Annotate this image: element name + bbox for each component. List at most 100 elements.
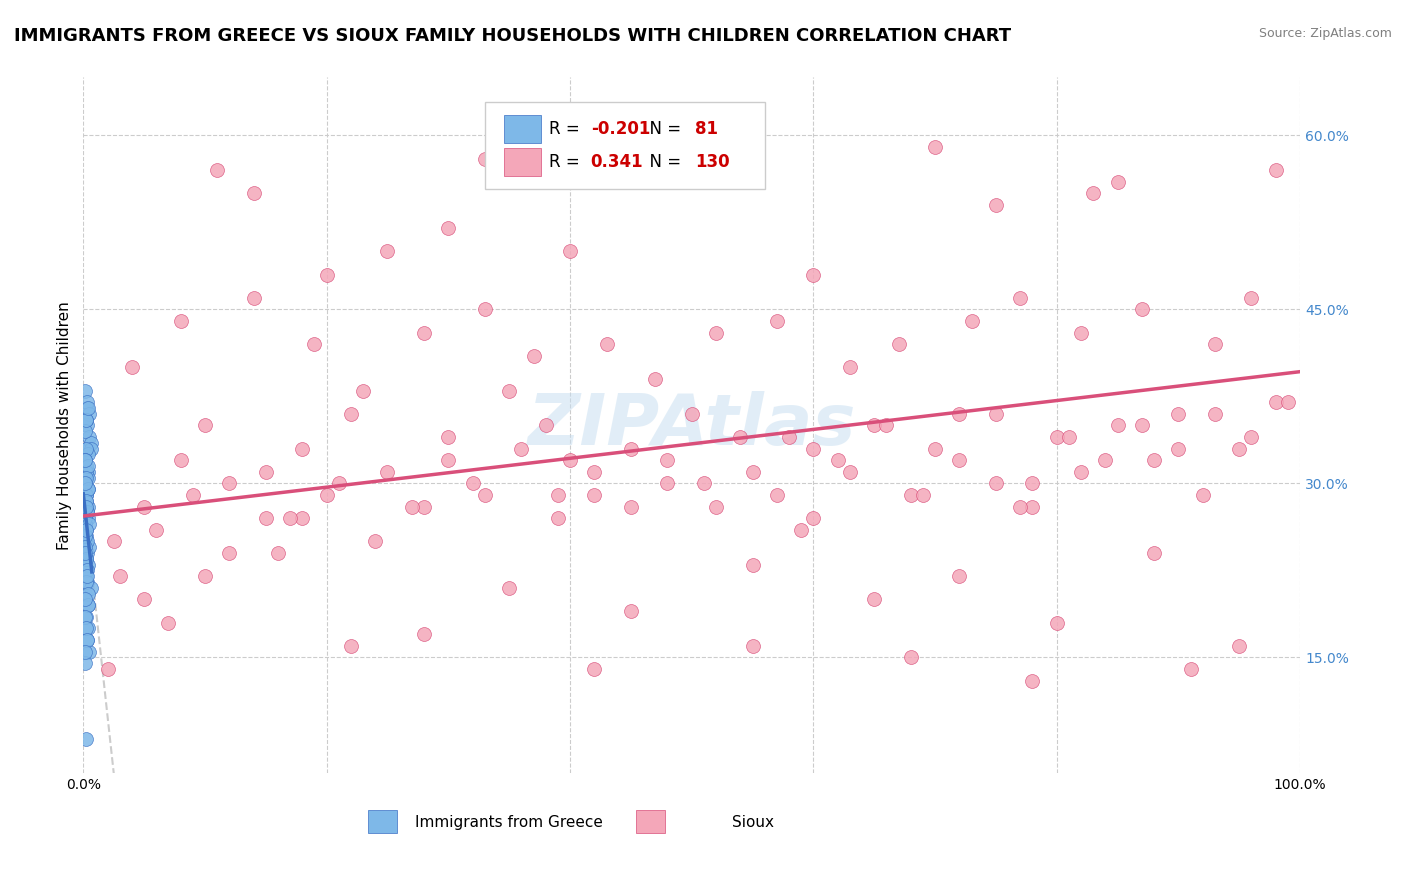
Point [79,581,101,595]
Point [218,476,240,491]
Point [242,291,264,305]
Point [1264,395,1286,409]
Point [79,644,101,658]
Point [75,453,97,467]
Point [267,546,290,560]
Point [76,598,98,612]
Point [863,592,886,607]
Point [134,592,156,607]
Point [558,244,581,259]
Point [76,505,98,519]
Point [863,418,886,433]
Point [77,621,100,635]
FancyBboxPatch shape [505,148,541,176]
Point [73,586,96,600]
Point [827,453,849,467]
Point [887,337,910,351]
Point [205,163,228,178]
Point [583,465,606,479]
Point [76,569,98,583]
Point [75,534,97,549]
Text: N =: N = [640,120,686,138]
Point [77,558,100,572]
Point [1094,453,1116,467]
Text: R =: R = [550,153,585,170]
Point [79,435,101,450]
Point [741,558,763,572]
Point [875,418,897,433]
Point [364,534,387,549]
Point [194,418,217,433]
Point [103,534,125,549]
Point [1227,442,1250,456]
Point [1167,442,1189,456]
Point [75,488,97,502]
Point [77,511,100,525]
Point [75,500,97,514]
Point [75,528,97,542]
Point [73,476,96,491]
Point [657,476,679,491]
Point [778,430,800,444]
Point [498,384,520,398]
Point [75,551,97,566]
Point [558,453,581,467]
Point [1070,465,1092,479]
Point [291,511,314,525]
Point [522,349,544,363]
Point [254,511,277,525]
Point [315,268,337,282]
Point [1240,430,1263,444]
Point [547,488,569,502]
Point [75,465,97,479]
Point [1057,430,1080,444]
Point [73,516,96,531]
Point [291,442,314,456]
Point [76,447,98,461]
Point [741,465,763,479]
Point [741,639,763,653]
Point [75,442,97,456]
Point [766,488,789,502]
Point [76,401,98,415]
Text: 0.341: 0.341 [591,153,644,170]
Point [657,453,679,467]
Point [97,662,120,676]
Point [76,586,98,600]
Point [960,314,983,328]
Point [474,488,496,502]
Point [75,493,97,508]
Point [1240,291,1263,305]
Point [77,500,100,514]
Point [801,268,824,282]
Point [766,314,789,328]
Point [328,476,350,491]
Point [377,244,399,259]
Point [75,470,97,484]
Point [157,615,180,630]
Point [1264,163,1286,178]
Text: Source: ZipAtlas.com: Source: ZipAtlas.com [1258,27,1392,40]
Point [474,302,496,317]
Point [76,395,98,409]
Text: R =: R = [550,120,585,138]
Point [242,186,264,201]
Point [73,644,96,658]
Point [1010,500,1032,514]
Point [73,592,96,607]
Point [73,558,96,572]
Point [510,442,533,456]
Point [73,424,96,438]
Point [801,511,824,525]
Point [76,401,98,415]
Point [730,430,752,444]
Point [583,662,606,676]
Point [75,384,97,398]
Point [1107,175,1129,189]
Point [461,476,484,491]
Point [340,407,363,421]
Point [1227,639,1250,653]
Point [145,523,167,537]
Point [498,581,520,595]
Text: Sioux: Sioux [731,814,773,830]
